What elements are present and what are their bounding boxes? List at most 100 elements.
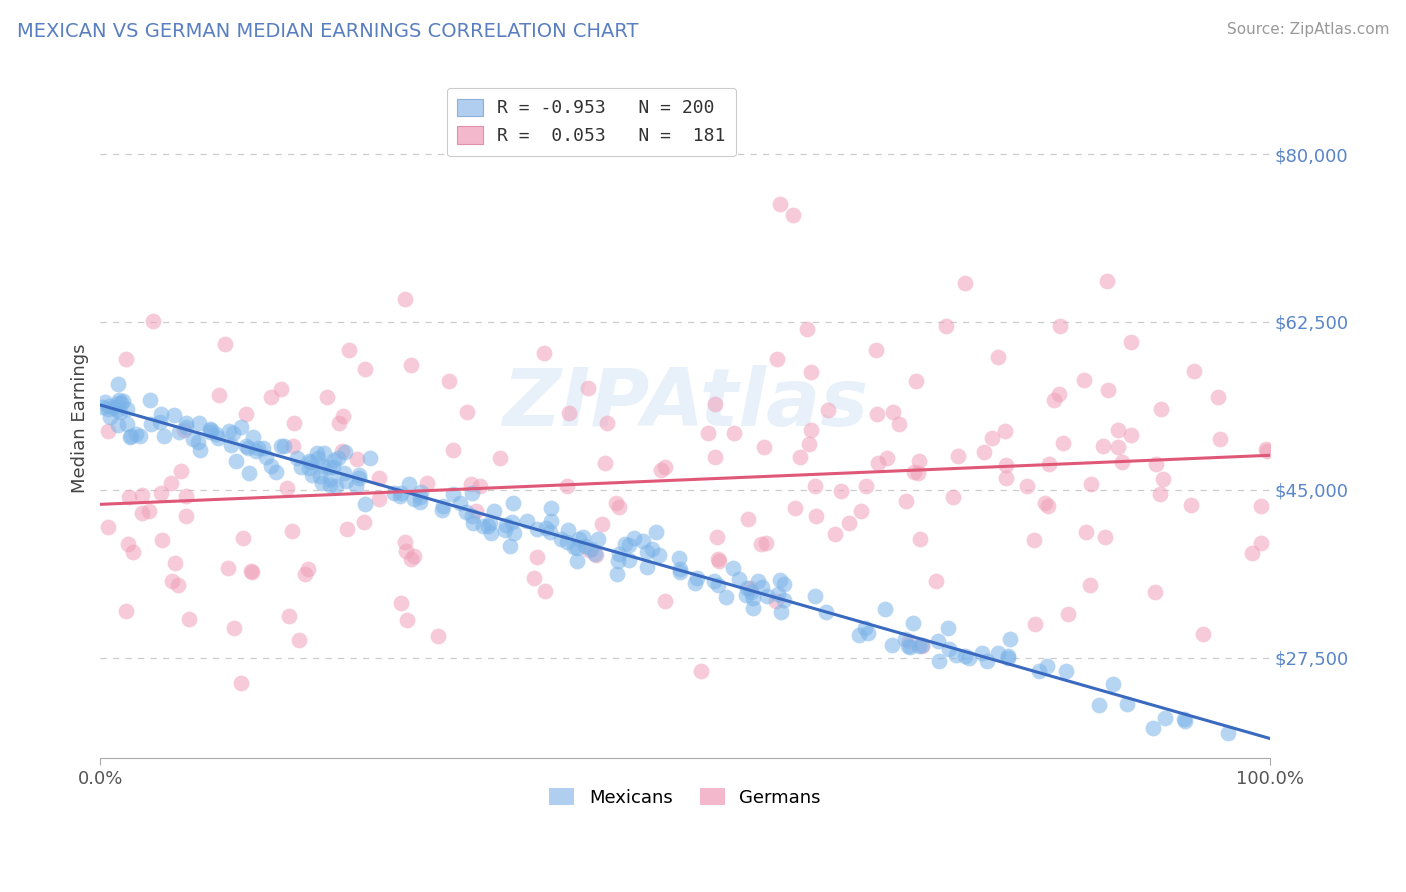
Point — [117, 537, 139, 551]
Point — [799, 437, 821, 451]
Point — [499, 539, 522, 553]
Point — [540, 501, 562, 516]
Point — [125, 426, 148, 441]
Point — [557, 523, 579, 537]
Point — [247, 441, 270, 455]
Point — [578, 381, 600, 395]
Point — [740, 581, 762, 595]
Point — [613, 537, 636, 551]
Point — [751, 580, 773, 594]
Point — [347, 471, 370, 485]
Point — [368, 470, 391, 484]
Point — [997, 651, 1019, 665]
Point — [503, 525, 526, 540]
Point — [501, 515, 523, 529]
Point — [461, 485, 484, 500]
Point — [723, 425, 745, 440]
Point — [690, 665, 713, 679]
Point — [800, 365, 823, 379]
Point — [997, 648, 1019, 663]
Point — [98, 409, 121, 424]
Point — [987, 350, 1010, 364]
Point — [1038, 499, 1060, 513]
Point — [325, 479, 347, 493]
Point — [853, 621, 876, 635]
Point — [307, 450, 329, 465]
Point — [1182, 364, 1205, 378]
Point — [994, 425, 1017, 439]
Point — [789, 450, 811, 464]
Point — [394, 293, 416, 307]
Point — [804, 479, 827, 493]
Point — [395, 614, 418, 628]
Point — [427, 630, 450, 644]
Point — [142, 313, 165, 327]
Point — [876, 450, 898, 465]
Point — [755, 535, 778, 549]
Point — [318, 459, 340, 474]
Point — [138, 504, 160, 518]
Point — [534, 521, 557, 535]
Point — [218, 424, 240, 438]
Point — [235, 407, 257, 421]
Point — [1088, 698, 1111, 713]
Point — [583, 547, 606, 561]
Point — [409, 484, 432, 499]
Point — [311, 476, 333, 491]
Point — [394, 535, 416, 549]
Point — [908, 532, 931, 546]
Point — [229, 676, 252, 690]
Point — [1180, 498, 1202, 512]
Point — [562, 541, 585, 555]
Point — [494, 523, 516, 537]
Point — [389, 485, 412, 500]
Point — [107, 417, 129, 432]
Point — [344, 479, 367, 493]
Point — [565, 554, 588, 568]
Point — [540, 514, 562, 528]
Point — [353, 361, 375, 376]
Point — [1144, 458, 1167, 472]
Point — [416, 475, 439, 490]
Point — [938, 642, 960, 657]
Point — [769, 605, 792, 619]
Point — [174, 489, 197, 503]
Point — [162, 409, 184, 423]
Point — [910, 638, 932, 652]
Point — [1078, 578, 1101, 592]
Point — [200, 422, 222, 436]
Point — [773, 577, 796, 591]
Point — [222, 425, 245, 440]
Point — [866, 456, 889, 470]
Point — [669, 562, 692, 576]
Point — [283, 439, 305, 453]
Point — [727, 572, 749, 586]
Point — [1043, 392, 1066, 407]
Point — [866, 408, 889, 422]
Point — [353, 515, 375, 529]
Point — [935, 318, 957, 333]
Point — [187, 435, 209, 450]
Point — [173, 423, 195, 437]
Point — [721, 561, 744, 575]
Point — [650, 463, 672, 477]
Point — [115, 604, 138, 618]
Point — [619, 552, 641, 566]
Point — [105, 402, 128, 417]
Point — [1024, 616, 1046, 631]
Point — [354, 496, 377, 510]
Point — [905, 374, 928, 388]
Point — [131, 488, 153, 502]
Point — [97, 520, 120, 534]
Point — [456, 405, 478, 419]
Point — [668, 550, 690, 565]
Point — [704, 397, 727, 411]
Point — [332, 409, 354, 424]
Point — [1154, 711, 1177, 725]
Point — [461, 516, 484, 531]
Point — [121, 545, 143, 559]
Point — [647, 548, 669, 562]
Point — [1256, 444, 1278, 458]
Point — [765, 351, 787, 366]
Point — [973, 445, 995, 459]
